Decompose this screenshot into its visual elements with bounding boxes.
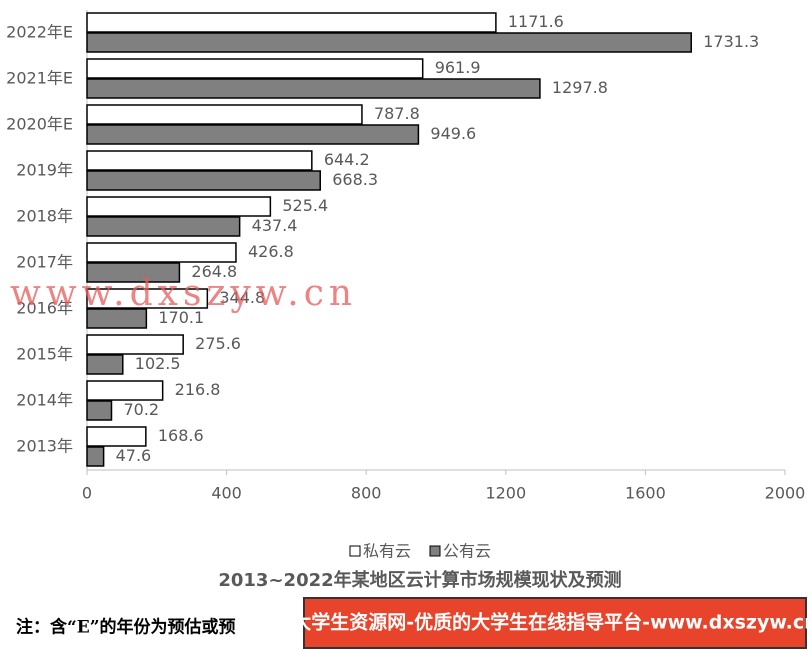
data-label: 1297.8 — [552, 78, 608, 97]
data-label: 47.6 — [116, 446, 152, 465]
chart-title: 2013~2022年某地区云计算市场规模现状及预测 — [218, 569, 621, 591]
data-label: 216.8 — [175, 380, 221, 399]
bar — [86, 32, 692, 53]
bar — [86, 216, 241, 237]
bar — [86, 288, 209, 309]
y-tick-label: 2018年 — [16, 207, 73, 226]
legend-label: 私有云 — [363, 542, 411, 561]
y-tick-label: 2016年 — [16, 299, 73, 318]
legend-label: 公有云 — [443, 542, 491, 561]
data-label: 264.8 — [191, 262, 237, 281]
bar — [86, 380, 164, 401]
legend-swatch — [349, 545, 361, 557]
data-label: 961.9 — [435, 58, 481, 77]
x-tick-label: 0 — [82, 484, 92, 503]
data-label: 344.8 — [219, 288, 265, 307]
bar — [86, 58, 424, 79]
y-tick-label: 2020年E — [6, 115, 73, 134]
y-tick-label: 2015年 — [16, 345, 73, 364]
data-label: 170.1 — [158, 308, 204, 327]
bar — [86, 124, 420, 145]
data-label: 1731.3 — [703, 32, 759, 51]
data-label: 426.8 — [248, 242, 294, 261]
bar — [86, 354, 124, 375]
banner — [303, 597, 807, 649]
data-label: 275.6 — [195, 334, 241, 353]
data-label: 70.2 — [123, 400, 159, 419]
data-label: 787.8 — [374, 104, 420, 123]
bar — [86, 196, 272, 217]
bar — [86, 308, 148, 329]
bar — [86, 150, 313, 171]
watermark: www.dxszyw.cn — [10, 273, 357, 314]
x-tick-label: 2000 — [765, 484, 806, 503]
legend-swatch — [429, 545, 441, 557]
x-tick-label: 800 — [351, 484, 382, 503]
data-label: 168.6 — [158, 426, 204, 445]
y-tick-label: 2019年 — [16, 161, 73, 180]
x-tick-label: 1200 — [485, 484, 526, 503]
y-tick-label: 2013年 — [16, 437, 73, 456]
y-tick-label: 2017年 — [16, 253, 73, 272]
bar — [86, 400, 113, 421]
bar — [86, 242, 237, 263]
bar — [86, 262, 181, 283]
data-label: 1171.6 — [508, 12, 564, 31]
y-tick-label: 2021年E — [6, 69, 73, 88]
note: 注：含“E”的年份为预估或预 — [16, 617, 236, 638]
bar — [86, 12, 497, 33]
data-label: 102.5 — [135, 354, 181, 373]
bar — [86, 78, 541, 99]
data-label: 525.4 — [282, 196, 328, 215]
bar — [86, 170, 321, 191]
x-tick-label: 400 — [211, 484, 242, 503]
bar — [86, 446, 105, 467]
data-label: 437.4 — [252, 216, 298, 235]
banner-text: 大学生资源网-优质的大学生在线指导平台-www.dxszyw.cn — [292, 611, 812, 634]
x-tick-label: 1600 — [625, 484, 666, 503]
bar — [86, 426, 147, 447]
data-label: 949.6 — [430, 124, 476, 143]
y-tick-label: 2014年 — [16, 391, 73, 410]
bar — [86, 334, 184, 355]
data-label: 644.2 — [324, 150, 370, 169]
y-tick-label: 2022年E — [6, 23, 73, 42]
bar — [86, 104, 363, 125]
data-label: 668.3 — [332, 170, 378, 189]
